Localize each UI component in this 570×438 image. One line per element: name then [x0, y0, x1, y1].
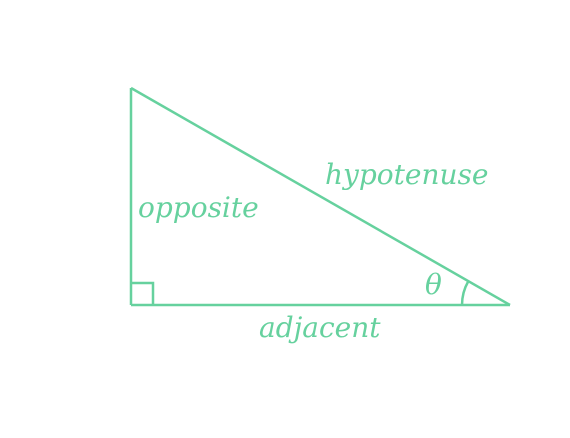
right-angle-marker [131, 281, 155, 305]
opposite-label: opposite [138, 191, 259, 224]
angle-arc [460, 280, 470, 306]
adjacent-label: adjacent [259, 311, 381, 344]
hypotenuse-label: hypotenuse [325, 158, 488, 191]
angle-theta-label: θ [425, 268, 442, 301]
hypotenuse-side [130, 86, 511, 307]
